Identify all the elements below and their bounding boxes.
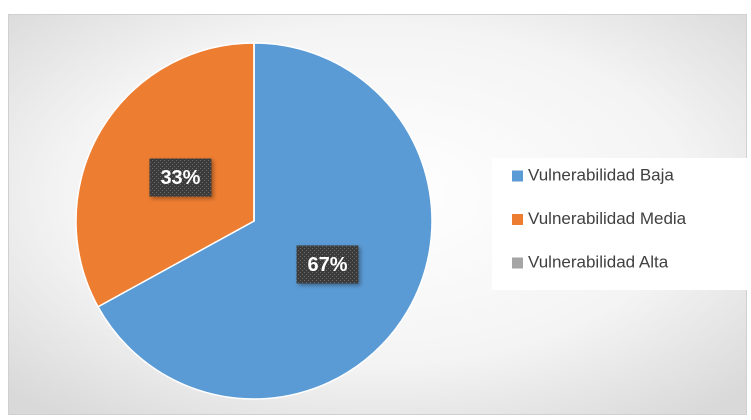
legend-label: Vulnerabilidad Media (528, 209, 687, 228)
legend-swatch (512, 257, 523, 269)
pie-slice (96, 42, 433, 400)
legend-box (492, 158, 747, 290)
legend-label: Vulnerabilidad Baja (528, 165, 674, 184)
legend-label: Vulnerabilidad Alta (528, 252, 669, 271)
legend-swatch (512, 170, 523, 182)
data-label: 67% (308, 254, 348, 276)
legend-swatch (512, 214, 523, 225)
data-label-box (296, 245, 359, 284)
data-label: 33% (160, 167, 200, 189)
data-label-box (149, 158, 212, 197)
